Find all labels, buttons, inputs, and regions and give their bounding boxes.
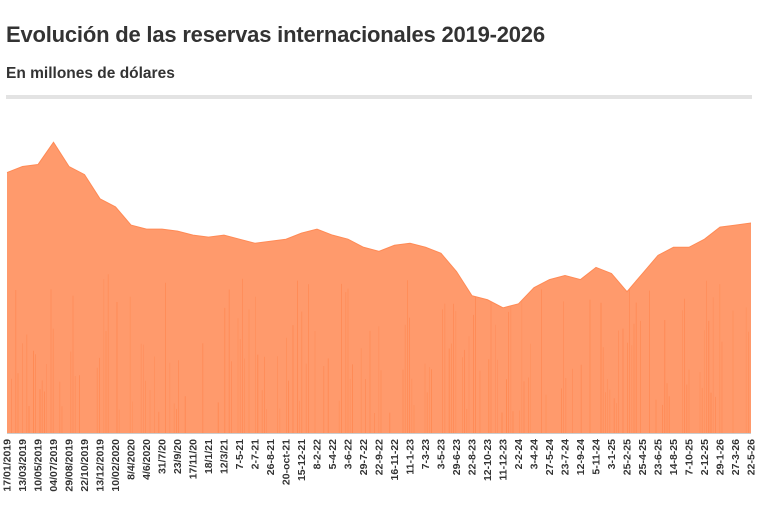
x-tick-label: 4/6/2020 <box>141 439 153 480</box>
x-tick-label: 3-4-24 <box>529 439 541 470</box>
header-divider <box>6 95 752 99</box>
x-tick-label: 31/7/20 <box>157 439 169 474</box>
x-tick-label: 22-8-23 <box>467 439 479 475</box>
x-tick-label: 12/3/21 <box>219 439 231 474</box>
plot-area <box>6 141 752 434</box>
x-tick-label: 10/05/2019 <box>33 439 45 492</box>
x-tick-label: 7-10-25 <box>684 439 696 475</box>
x-tick-label: 3-6-22 <box>343 439 355 470</box>
chart-title: Evolución de las reservas internacionale… <box>6 22 545 47</box>
x-tick-label: 8-2-22 <box>312 439 324 470</box>
x-tick-label: 23-6-25 <box>653 439 665 475</box>
x-tick-label: 22-5-26 <box>746 439 758 475</box>
x-tick-label: 17/01/2019 <box>2 439 14 492</box>
area-texture <box>10 273 749 433</box>
x-tick-label: 2-7-21 <box>250 439 262 470</box>
x-tick-label: 7-5-21 <box>234 439 246 470</box>
x-tick-label: 12-10-23 <box>482 439 494 481</box>
x-tick-label: 2-2-24 <box>513 439 525 470</box>
x-tick-label: 11-12-23 <box>498 439 510 481</box>
x-tick-label: 5-4-22 <box>327 439 339 470</box>
x-tick-label: 29/08/2019 <box>64 439 76 492</box>
x-tick-label: 15-12-21 <box>296 439 308 481</box>
x-axis: 17/01/2019 13/03/2019 10/05/2019 04/07/2019… <box>2 433 758 492</box>
x-tick-label: 29-6-23 <box>451 439 463 475</box>
x-tick-label: 29-7-22 <box>358 439 370 475</box>
x-tick-label: 23/9/20 <box>172 439 184 474</box>
x-tick-label: 7-3-23 <box>420 439 432 470</box>
x-tick-label: 2-12-25 <box>699 439 711 475</box>
x-tick-label: 25-4-25 <box>637 439 649 475</box>
x-tick-label: 29-1-26 <box>715 439 727 475</box>
x-tick-label: 25-2-25 <box>622 439 634 475</box>
x-tick-label: 16-11-22 <box>389 439 401 481</box>
x-tick-label: 23-7-24 <box>560 439 572 475</box>
x-tick-label: 20-oct-21 <box>281 439 293 485</box>
x-tick-label: 3-5-23 <box>436 439 448 470</box>
x-tick-label: 18/1/21 <box>203 439 215 474</box>
x-tick-label: 22/10/2019 <box>79 439 91 492</box>
x-tick-label: 17/11/20 <box>188 439 200 479</box>
x-tick-label: 3-1-25 <box>606 439 618 470</box>
x-tick-label: 10/02/2020 <box>110 439 122 492</box>
reserves-line <box>6 141 752 309</box>
x-tick-label: 26-8-21 <box>265 439 277 475</box>
chart-subtitle: En millones de dólares <box>6 65 175 82</box>
x-tick-label: 27-3-26 <box>730 439 742 475</box>
x-tick-label: 13/12/2019 <box>95 439 107 492</box>
x-tick-label: 22-9-22 <box>374 439 386 475</box>
x-tick-label: 27-5-24 <box>544 439 556 475</box>
x-tick-label: 11-1-23 <box>405 439 417 475</box>
x-tick-label: 5-11-24 <box>591 439 603 475</box>
x-tick-label: 12-9-24 <box>575 439 587 475</box>
reserves-area <box>7 142 751 434</box>
x-tick-label: 8/4/2020 <box>126 439 138 480</box>
x-tick-label: 14-8-25 <box>668 439 680 475</box>
x-tick-label: 04/07/2019 <box>48 439 60 492</box>
x-tick-label: 13/03/2019 <box>17 439 29 492</box>
